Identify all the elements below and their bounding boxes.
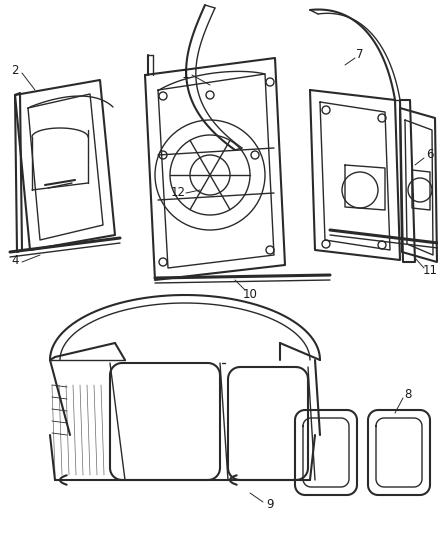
Text: 11: 11 — [423, 263, 438, 277]
Text: 7: 7 — [356, 49, 364, 61]
Text: 12: 12 — [170, 187, 186, 199]
Text: 4: 4 — [11, 254, 19, 266]
Text: 9: 9 — [266, 498, 274, 512]
Text: 10: 10 — [243, 288, 258, 302]
Text: 8: 8 — [404, 389, 412, 401]
Text: 6: 6 — [426, 149, 434, 161]
Text: 2: 2 — [11, 63, 19, 77]
Text: 1: 1 — [181, 69, 189, 82]
